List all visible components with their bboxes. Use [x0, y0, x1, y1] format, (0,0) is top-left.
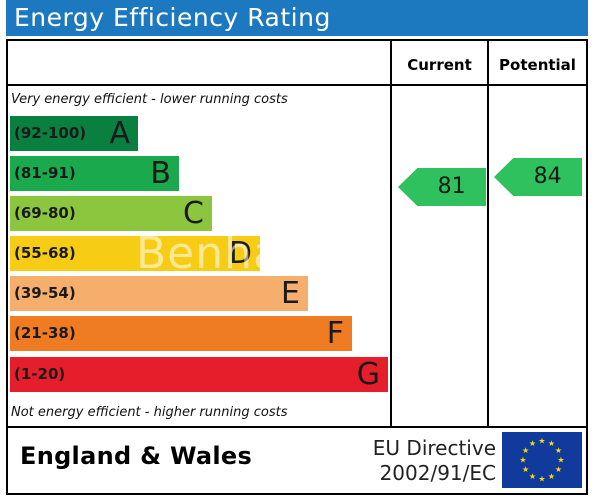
band-b: (81-91) B: [10, 156, 179, 191]
band-range: (1-20): [14, 365, 66, 383]
band-range: (69-80): [14, 204, 76, 222]
band-range: (92-100): [14, 124, 87, 142]
band-range: (39-54): [14, 284, 76, 302]
title-bar: Energy Efficiency Rating: [6, 0, 588, 36]
eu-star-icon: ★: [548, 472, 555, 481]
eu-star-icon: ★: [522, 465, 529, 474]
eu-star-icon: ★: [557, 456, 564, 465]
band-range: (55-68): [14, 244, 76, 262]
footer-divider: [7, 426, 587, 428]
potential-rating-arrow: 84: [494, 158, 582, 196]
band-range: (21-38): [14, 324, 76, 342]
caption-bottom: Not energy efficient - higher running co…: [11, 405, 288, 420]
band-c: (69-80) C: [10, 196, 212, 231]
header-divider: [7, 84, 587, 86]
band-letter: F: [326, 316, 344, 351]
band-letter: C: [183, 196, 204, 231]
band-e: (39-54) E: [10, 276, 308, 311]
eu-star-icon: ★: [538, 475, 545, 484]
band-d: (55-68) D: [10, 236, 260, 271]
current-rating-arrow: 81: [398, 168, 486, 206]
eu-star-icon: ★: [555, 465, 562, 474]
column-divider-left: [390, 40, 392, 426]
column-divider-right: [487, 40, 489, 426]
band-letter: G: [356, 357, 380, 392]
page-title: Energy Efficiency Rating: [14, 3, 331, 32]
eu-star-icon: ★: [519, 456, 526, 465]
eu-star-icon: ★: [522, 446, 529, 455]
eu-star-icon: ★: [529, 472, 536, 481]
eu-star-icon: ★: [555, 446, 562, 455]
eu-star-icon: ★: [538, 437, 545, 446]
band-g: (1-20) G: [10, 357, 388, 392]
eu-directive-line1: EU Directive: [372, 436, 496, 460]
band-range: (81-91): [14, 164, 76, 182]
eu-flag-icon: ★ ★ ★ ★ ★ ★ ★ ★ ★ ★ ★ ★: [502, 432, 582, 488]
band-letter: D: [228, 236, 252, 271]
eu-star-icon: ★: [529, 439, 536, 448]
current-column-header: Current: [407, 56, 472, 74]
band-letter: B: [150, 156, 171, 191]
potential-column-header: Potential: [499, 56, 576, 74]
band-letter: A: [109, 116, 130, 151]
rating-frame: [6, 39, 588, 495]
band-a: (92-100) A: [10, 116, 138, 151]
caption-top: Very energy efficient - lower running co…: [11, 92, 288, 107]
band-letter: E: [281, 276, 300, 311]
current-rating-value: 81: [437, 174, 466, 199]
eu-directive-line2: 2002/91/EC: [379, 461, 496, 485]
watermark: Benham: [136, 228, 325, 279]
eu-star-icon: ★: [548, 439, 555, 448]
band-f: (21-38) F: [10, 316, 352, 351]
region-label: England & Wales: [20, 442, 253, 470]
potential-rating-value: 84: [533, 164, 562, 189]
